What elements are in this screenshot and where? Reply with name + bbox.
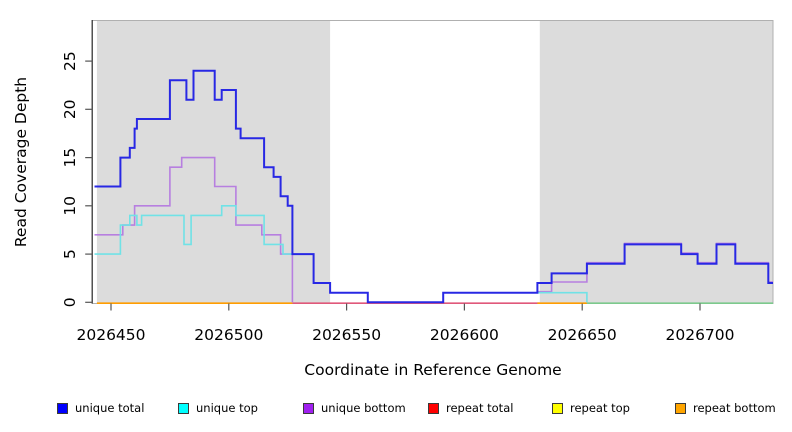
series-unique-total bbox=[94, 69, 773, 304]
x-tick-label: 2026550 bbox=[312, 326, 381, 344]
legend-label: unique bottom bbox=[321, 401, 406, 415]
x-tick-label: 2026700 bbox=[665, 326, 734, 344]
legend-swatch-unique-total bbox=[57, 402, 68, 414]
legend-label: repeat total bbox=[446, 401, 514, 415]
legend: unique total unique top unique bottom repea… bbox=[0, 398, 792, 422]
x-axis-label: Coordinate in Reference Genome bbox=[304, 361, 562, 379]
left-shaded-region bbox=[96, 20, 331, 303]
series-unique-bottom bbox=[94, 156, 294, 303]
y-tick-label: 20 bbox=[61, 99, 79, 119]
y-tick-label: 5 bbox=[61, 249, 79, 259]
legend-swatch-repeat-bottom bbox=[675, 402, 686, 414]
legend-label: unique total bbox=[75, 401, 145, 415]
legend-item-repeat-top: repeat top bbox=[552, 398, 630, 418]
legend-item-unique-bottom: unique bottom bbox=[303, 398, 406, 418]
x-tick-label: 2026600 bbox=[430, 326, 499, 344]
legend-item-unique-top: unique top bbox=[178, 398, 258, 418]
y-tick-label: 10 bbox=[61, 196, 79, 216]
legend-swatch-unique-top bbox=[178, 402, 189, 414]
legend-item-unique-total: unique total bbox=[57, 398, 144, 418]
right-shaded-region bbox=[539, 20, 773, 303]
legend-label: repeat bottom bbox=[693, 401, 776, 415]
x-tick-label: 2026450 bbox=[76, 326, 145, 344]
legend-swatch-repeat-total bbox=[428, 402, 439, 414]
legend-swatch-unique-bottom bbox=[303, 402, 314, 414]
y-axis-label: Read Coverage Depth bbox=[12, 76, 30, 248]
legend-item-repeat-bottom: repeat bottom bbox=[675, 398, 776, 418]
legend-label: unique top bbox=[196, 401, 258, 415]
y-tick-label: 0 bbox=[61, 297, 79, 307]
series-unique-top bbox=[537, 291, 588, 303]
x-tick-label: 2026500 bbox=[194, 326, 263, 344]
y-tick-label: 25 bbox=[61, 51, 79, 71]
legend-swatch-repeat-top bbox=[552, 402, 563, 414]
y-tick-label: 15 bbox=[61, 148, 79, 168]
legend-label: repeat top bbox=[570, 401, 630, 415]
legend-item-repeat-total: repeat total bbox=[428, 398, 513, 418]
series-unique-top bbox=[94, 205, 293, 255]
x-tick-label: 2026650 bbox=[548, 326, 617, 344]
